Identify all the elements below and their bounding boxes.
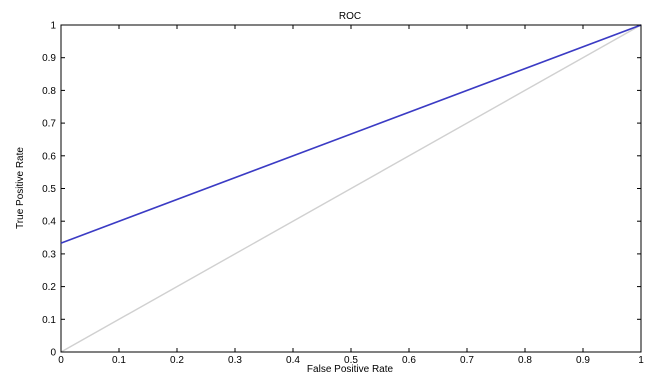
y-tick-label: 0.6 (42, 151, 56, 162)
x-axis-ticks: 0 0.1 0.2 0.3 0.4 0.5 0.6 0.7 0.8 0.9 1 (58, 25, 644, 366)
y-axis-title: True Positive Rate (15, 147, 26, 229)
y-tick-label: 1 (50, 21, 56, 32)
y-tick-label: 0.9 (42, 53, 56, 64)
y-tick-label: 0.1 (42, 315, 56, 326)
x-tick-label: 0.5 (344, 355, 358, 366)
y-tick-label: 0.7 (42, 119, 56, 130)
x-tick-label: 1 (638, 355, 644, 366)
roc-curve-line (60, 24, 642, 244)
x-tick-label: 0.3 (228, 355, 242, 366)
x-tick-label: 0.9 (576, 355, 590, 366)
x-tick-label: 0.6 (402, 355, 416, 366)
x-tick-label: 0.2 (170, 355, 184, 366)
y-tick-label: 0.8 (42, 86, 56, 97)
x-tick-label: 0.4 (286, 355, 300, 366)
series-layer (60, 24, 642, 353)
x-tick-label: 0 (58, 355, 64, 366)
y-tick-label: 0.5 (42, 184, 56, 195)
y-tick-label: 0.4 (42, 217, 56, 228)
x-tick-label: 0.8 (518, 355, 532, 366)
y-tick-label: 0.2 (42, 282, 56, 293)
diagonal-reference-line (60, 24, 642, 353)
y-tick-label: 0.3 (42, 249, 56, 260)
y-axis-ticks: 0 0.1 0.2 0.3 0.4 0.5 0.6 0.7 0.8 0.9 1 (42, 21, 641, 359)
y-tick-label: 0 (50, 348, 56, 359)
x-axis-title: False Positive Rate (307, 364, 394, 374)
x-tick-label: 0.7 (460, 355, 474, 366)
chart-title: ROC (339, 11, 361, 22)
x-tick-label: 0.1 (112, 355, 126, 366)
